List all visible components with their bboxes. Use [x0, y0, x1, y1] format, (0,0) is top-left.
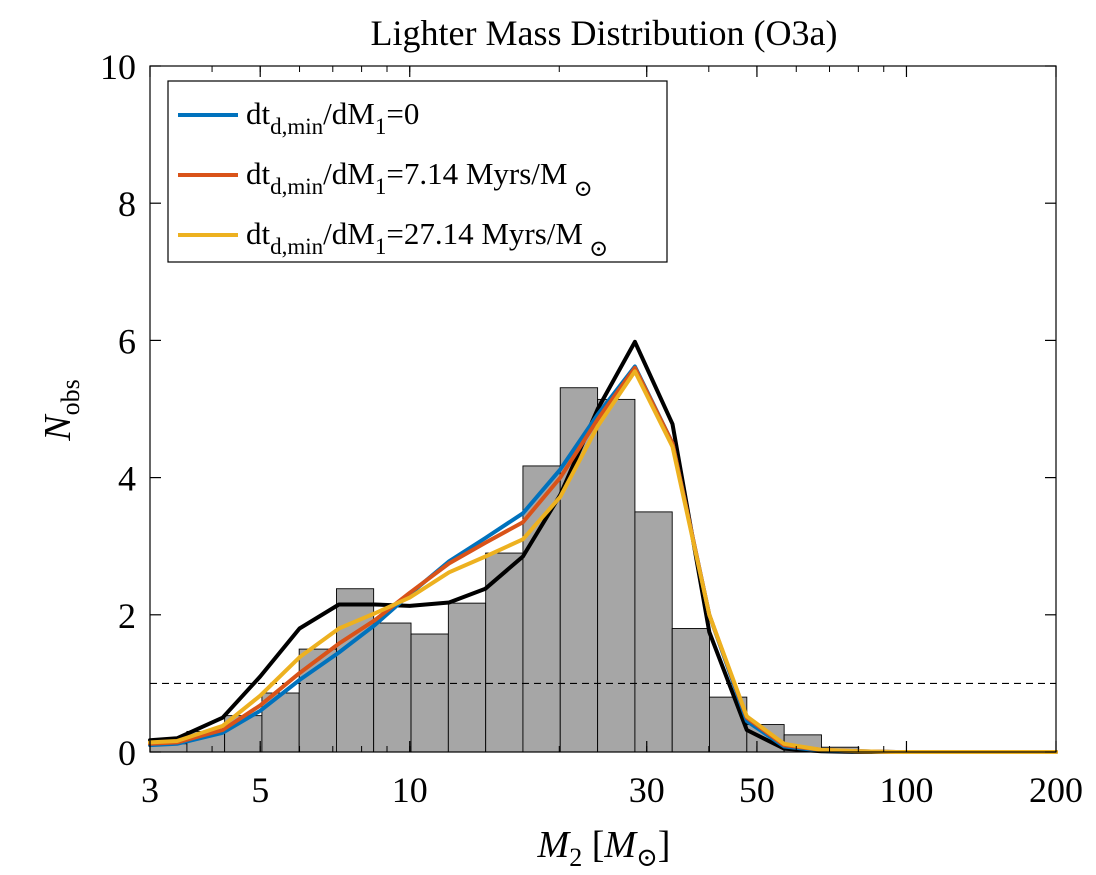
legend-box: [167, 80, 668, 263]
legend: dtd,min/dM1=0 dtd,min/dM1=7.14 Myrs/M ⊙ dtd…: [167, 80, 668, 263]
x-tick-label: 30: [629, 770, 665, 810]
axes-frame: [149, 65, 1057, 753]
x-tick-label: 100: [879, 770, 933, 810]
histogram-bar: [447, 602, 487, 753]
legend-label: dtd,min/dM1=27.14 Myrs/M ⊙: [246, 216, 608, 261]
x-tick-label: 3: [141, 770, 159, 810]
histogram-bar: [373, 622, 412, 753]
histogram-bar: [410, 633, 449, 753]
y-tick-label: 4: [118, 459, 136, 499]
histogram-bar: [671, 628, 710, 753]
histogram-bar: [597, 398, 636, 753]
y-tick-label: 2: [118, 596, 136, 636]
x-tick-label: 50: [739, 770, 775, 810]
y-tick-label: 6: [118, 321, 136, 361]
histogram-bar: [634, 511, 673, 753]
legend-label: dtd,min/dM1=0: [246, 96, 419, 139]
histogram-bar: [298, 648, 337, 753]
chart-title: Lighter Mass Distribution (O3a): [371, 13, 838, 53]
x-axis-label: M2 [M⊙]: [537, 824, 671, 872]
x-tick-label: 10: [392, 770, 428, 810]
histogram-bar: [336, 588, 375, 753]
y-tick-label: 10: [100, 47, 136, 87]
x-tick-label: 5: [251, 770, 269, 810]
y-tick-label: 8: [118, 184, 136, 224]
histogram-bar: [485, 552, 524, 753]
x-tick-label: 200: [1029, 770, 1083, 810]
legend-label: dtd,min/dM1=7.14 Myrs/M ⊙: [246, 156, 593, 201]
y-axis-label: Nobs: [37, 379, 85, 441]
y-tick-label: 0: [118, 733, 136, 773]
